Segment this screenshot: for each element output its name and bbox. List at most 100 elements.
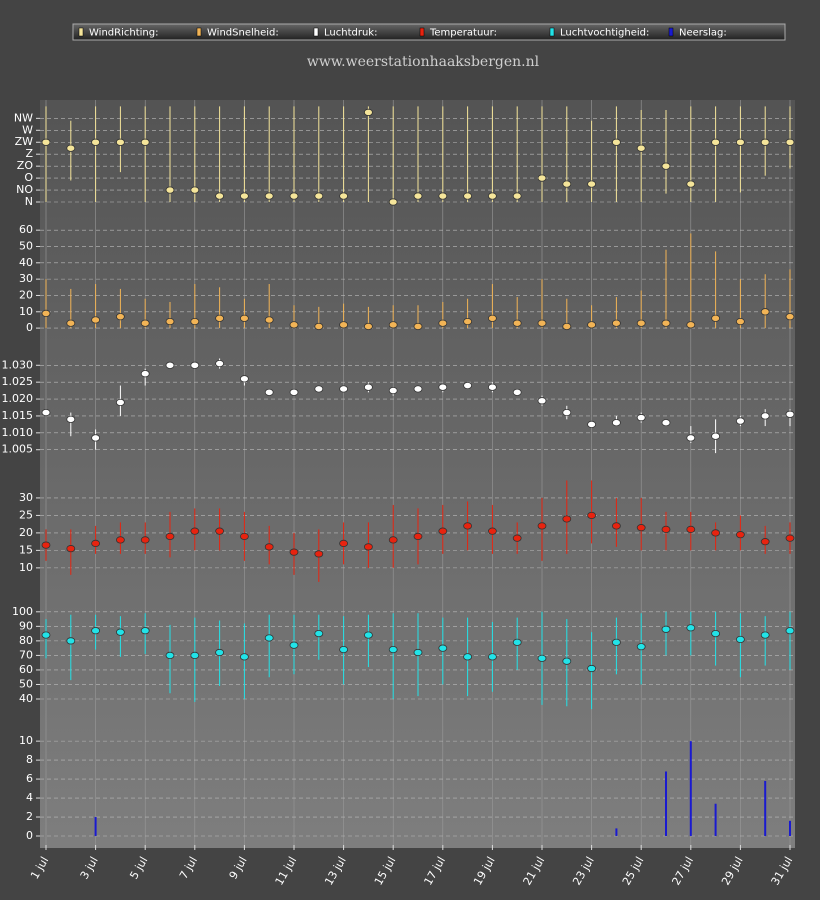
point bbox=[140, 138, 150, 146]
y-tick-label: 60 bbox=[19, 663, 33, 676]
point bbox=[413, 532, 423, 540]
point bbox=[264, 634, 274, 642]
y-tick-label: 6 bbox=[26, 772, 33, 785]
y-tick-label: ZW bbox=[15, 135, 34, 148]
y-tick-label: 2 bbox=[26, 810, 33, 823]
point bbox=[612, 319, 621, 327]
point bbox=[363, 383, 373, 391]
point bbox=[512, 192, 522, 200]
y-tick-label: 0 bbox=[26, 321, 33, 334]
point bbox=[190, 317, 200, 326]
y-tick-label: 15 bbox=[19, 543, 33, 556]
legend-swatch bbox=[668, 27, 674, 37]
point bbox=[289, 641, 299, 649]
bar bbox=[764, 780, 767, 836]
point bbox=[215, 359, 225, 368]
point bbox=[314, 630, 324, 638]
point bbox=[760, 412, 770, 420]
point bbox=[785, 313, 795, 321]
point bbox=[91, 434, 100, 442]
point bbox=[537, 319, 547, 327]
point bbox=[339, 645, 349, 654]
point bbox=[463, 522, 473, 530]
y-tick-label: 1.030 bbox=[2, 358, 34, 371]
point bbox=[289, 321, 299, 329]
point bbox=[165, 361, 175, 369]
point bbox=[686, 434, 696, 442]
point bbox=[91, 138, 100, 146]
point bbox=[339, 385, 349, 393]
y-tick-label: O bbox=[24, 171, 33, 184]
point bbox=[636, 414, 646, 422]
legend-label: Luchtvochtigheid: bbox=[560, 28, 649, 39]
point bbox=[463, 381, 473, 390]
point bbox=[264, 388, 274, 396]
point bbox=[636, 524, 646, 532]
point bbox=[686, 525, 696, 534]
point bbox=[487, 383, 497, 391]
point bbox=[41, 309, 51, 318]
point bbox=[215, 192, 225, 200]
point bbox=[736, 317, 745, 326]
y-tick-label: 100 bbox=[12, 605, 33, 618]
point bbox=[537, 174, 547, 182]
point bbox=[41, 541, 51, 549]
point bbox=[661, 319, 671, 327]
y-tick-label: 25 bbox=[19, 508, 33, 521]
point bbox=[512, 534, 522, 542]
point bbox=[760, 308, 770, 316]
point bbox=[413, 322, 423, 331]
point bbox=[512, 319, 522, 327]
point bbox=[686, 624, 696, 632]
y-tick-label: 20 bbox=[19, 526, 33, 539]
legend-swatch bbox=[419, 27, 425, 37]
point bbox=[487, 527, 497, 535]
point bbox=[289, 388, 299, 396]
point bbox=[661, 625, 671, 633]
chart-title: www.weerstationhaaksbergen.nl bbox=[307, 54, 540, 70]
legend-swatch bbox=[78, 27, 84, 37]
point bbox=[388, 645, 398, 654]
point bbox=[736, 635, 745, 644]
point bbox=[785, 534, 795, 542]
point bbox=[587, 180, 596, 188]
point bbox=[116, 138, 125, 146]
point bbox=[116, 398, 125, 407]
point bbox=[512, 388, 522, 396]
y-tick-label: 20 bbox=[19, 288, 33, 301]
legend-label: Temperatuur: bbox=[429, 28, 497, 39]
point bbox=[463, 653, 473, 661]
point bbox=[612, 522, 621, 530]
point bbox=[438, 192, 448, 200]
y-tick-label: N bbox=[25, 195, 33, 208]
point bbox=[636, 643, 646, 651]
point bbox=[66, 637, 76, 645]
point bbox=[339, 192, 349, 200]
point bbox=[785, 138, 795, 146]
point bbox=[612, 138, 621, 146]
point bbox=[289, 192, 299, 200]
point bbox=[537, 397, 547, 405]
point bbox=[339, 539, 349, 547]
point bbox=[711, 529, 720, 537]
point bbox=[487, 314, 497, 322]
y-tick-label: 8 bbox=[26, 753, 33, 766]
y-tick-label: ZO bbox=[17, 159, 34, 172]
y-tick-label: 80 bbox=[19, 634, 33, 647]
point bbox=[41, 408, 51, 417]
point bbox=[612, 638, 621, 646]
point bbox=[239, 532, 249, 540]
point bbox=[215, 527, 225, 535]
point bbox=[116, 628, 125, 636]
point bbox=[116, 313, 125, 321]
point bbox=[413, 192, 423, 200]
point bbox=[711, 314, 720, 322]
bar bbox=[94, 817, 97, 836]
point bbox=[363, 631, 373, 639]
legend-label: Luchtdruk: bbox=[324, 28, 377, 39]
y-tick-label: 40 bbox=[19, 692, 33, 705]
point bbox=[736, 417, 745, 425]
point bbox=[562, 322, 572, 331]
point bbox=[636, 144, 646, 152]
point bbox=[686, 321, 696, 329]
